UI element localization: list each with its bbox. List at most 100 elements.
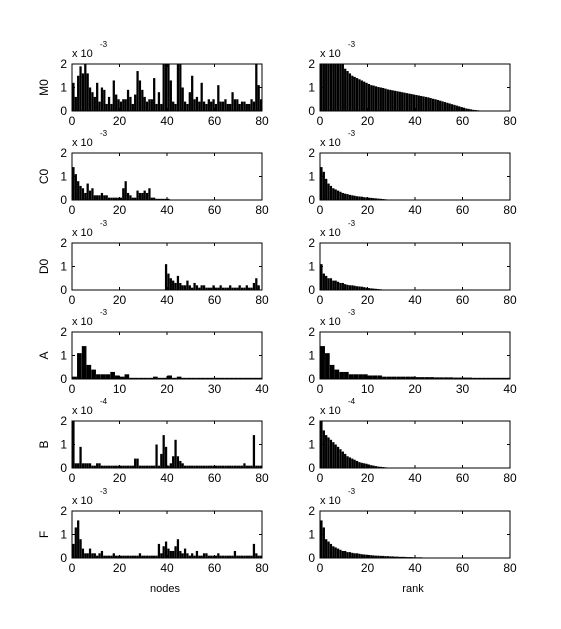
bar — [155, 103, 158, 111]
bar — [377, 198, 380, 200]
bar — [117, 465, 120, 468]
bar — [219, 101, 222, 111]
bar — [148, 377, 153, 379]
bar — [327, 278, 330, 290]
bar — [240, 101, 244, 111]
bar — [370, 288, 373, 290]
bar — [322, 273, 325, 290]
bar — [183, 285, 187, 290]
bar — [181, 377, 187, 379]
bar — [164, 64, 168, 111]
x-tick-label: 20 — [361, 293, 375, 307]
x-tick-label: 0 — [69, 561, 76, 575]
bar — [360, 462, 363, 468]
bar — [486, 377, 492, 379]
bar — [374, 288, 378, 290]
bar — [355, 553, 359, 558]
bar — [334, 547, 337, 558]
x-tick-label: 80 — [255, 561, 269, 575]
bar — [119, 101, 123, 111]
bar — [255, 64, 258, 111]
bar — [391, 376, 397, 379]
bar — [210, 465, 213, 468]
bar — [250, 99, 253, 111]
bar — [131, 555, 134, 558]
bar — [386, 376, 392, 379]
bar — [231, 92, 234, 111]
bar — [396, 556, 399, 558]
bar — [336, 281, 340, 290]
bar — [214, 287, 218, 290]
bar — [160, 453, 163, 468]
bar — [363, 463, 366, 468]
bar — [363, 287, 366, 290]
bar — [348, 285, 352, 290]
bar — [117, 555, 120, 558]
bar — [322, 430, 325, 468]
x-tick-label: 40 — [503, 382, 517, 396]
bar — [372, 465, 375, 468]
bar — [334, 280, 337, 290]
bar — [198, 101, 201, 111]
x-tick-label: 40 — [160, 203, 174, 217]
y-multiplier-label: x 10 — [320, 316, 341, 328]
bar — [96, 374, 101, 379]
bar — [191, 553, 194, 558]
bar — [233, 550, 237, 558]
bar — [212, 555, 215, 558]
y-multiplier-label: x 10 — [320, 137, 341, 149]
bar — [377, 466, 380, 468]
bar — [491, 377, 496, 379]
bar — [224, 287, 227, 290]
x-tick-label: 40 — [160, 561, 174, 575]
bar — [243, 287, 246, 290]
bar — [188, 555, 191, 558]
bar — [81, 463, 85, 468]
bar — [200, 285, 203, 290]
bar — [458, 106, 461, 111]
bar — [183, 101, 187, 111]
bar — [238, 377, 244, 379]
bar — [336, 64, 340, 111]
bar — [348, 73, 352, 111]
x-tick-label: 60 — [208, 203, 222, 217]
bar — [226, 465, 229, 468]
y-multiplier-exponent: -3 — [100, 129, 108, 138]
bar — [105, 374, 111, 379]
bar — [344, 284, 347, 291]
bar — [240, 555, 244, 558]
bar — [164, 446, 168, 468]
bar — [205, 377, 210, 379]
x-tick-label: 60 — [456, 203, 470, 217]
x-tick-label: 20 — [113, 561, 127, 575]
bar — [200, 82, 203, 111]
bar — [131, 465, 134, 468]
bar — [363, 81, 366, 112]
x-tick-label: 40 — [408, 203, 422, 217]
y-tick-label: 0 — [60, 372, 67, 386]
bar — [214, 377, 220, 379]
bar — [77, 353, 82, 379]
bar — [243, 555, 246, 558]
bar — [245, 555, 248, 558]
bar — [252, 377, 258, 379]
bar — [336, 190, 340, 200]
bar — [157, 92, 161, 111]
x-tick-label: 80 — [503, 471, 517, 485]
bar — [202, 285, 206, 290]
bar — [339, 191, 342, 200]
subplot-4-left: 0 10 20 30 40 0 1 2 x 10 -3 A — [37, 308, 269, 396]
bar — [329, 64, 333, 111]
x-tick-label: 60 — [208, 114, 222, 128]
bar — [74, 174, 77, 200]
bar — [176, 376, 182, 379]
bar-series — [72, 346, 263, 379]
bar — [112, 553, 115, 558]
bar — [252, 101, 256, 111]
x-tick-label: 20 — [113, 471, 127, 485]
y-tick-label: 2 — [60, 57, 67, 71]
bar — [212, 99, 215, 111]
bar — [167, 375, 172, 379]
bar — [229, 465, 232, 468]
bar — [332, 188, 335, 200]
